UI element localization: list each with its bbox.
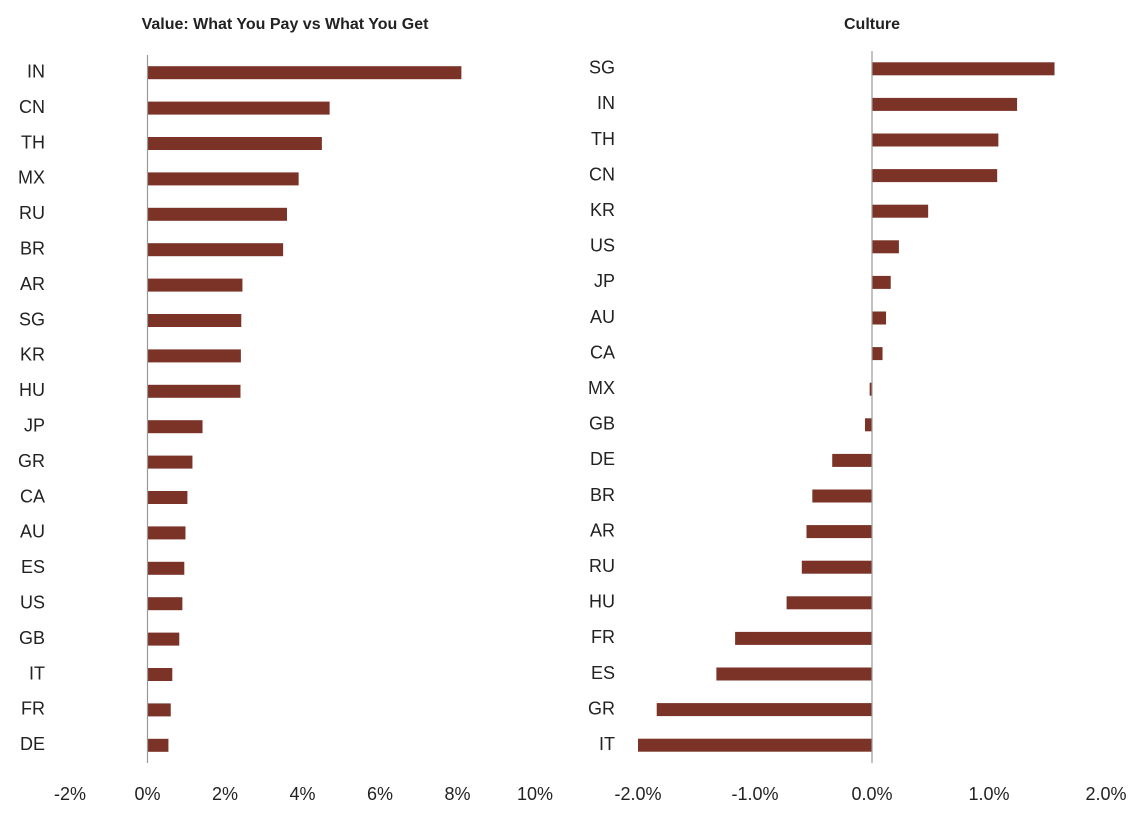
y-tick-label: GR: [588, 698, 615, 718]
y-tick-label: AR: [20, 274, 45, 294]
x-tick-label: -2.0%: [614, 784, 661, 804]
bar: [147, 561, 185, 575]
x-tick-label: 10%: [517, 784, 553, 804]
bar: [147, 491, 188, 504]
y-tick-label: FR: [21, 699, 45, 719]
bar: [147, 455, 193, 469]
y-tick-label: US: [20, 592, 45, 612]
x-tick-label: 2.0%: [1085, 784, 1126, 804]
y-tick-label: DE: [20, 734, 45, 754]
bar: [872, 240, 899, 254]
y-tick-label: US: [590, 236, 615, 256]
bar: [147, 420, 203, 434]
bar: [872, 275, 891, 289]
bar: [147, 703, 171, 717]
bar: [147, 632, 180, 646]
y-tick-label: KR: [590, 200, 615, 220]
bar: [716, 667, 872, 681]
y-tick-label: JP: [24, 415, 45, 435]
bar: [872, 62, 1055, 76]
bar: [864, 418, 872, 432]
y-tick-label: IN: [597, 93, 615, 113]
bar: [147, 526, 186, 540]
bar: [147, 738, 169, 752]
y-tick-label: BR: [590, 485, 615, 505]
y-tick-label: CN: [589, 164, 615, 184]
y-tick-label: ES: [591, 663, 615, 683]
bar: [147, 314, 242, 327]
bar: [812, 489, 872, 503]
bar: [147, 207, 287, 221]
y-tick-label: ES: [21, 557, 45, 577]
bar: [872, 133, 999, 147]
y-tick-label: TH: [591, 129, 615, 149]
bar: [869, 382, 872, 396]
y-tick-label: IN: [27, 61, 45, 81]
y-tick-label: MX: [588, 378, 615, 398]
bar: [147, 384, 241, 398]
y-tick-label: AU: [20, 522, 45, 542]
chart-title: Culture: [844, 16, 900, 33]
bar: [872, 97, 1018, 111]
bar: [735, 631, 872, 645]
chart-title: Value: What You Pay vs What You Get: [142, 16, 430, 33]
bar: [147, 101, 330, 115]
x-tick-label: 0%: [134, 784, 160, 804]
bar: [147, 278, 243, 292]
y-tick-label: HU: [589, 592, 615, 612]
y-tick-label: CA: [590, 342, 615, 362]
y-tick-label: CN: [19, 97, 45, 117]
x-tick-label: 8%: [444, 784, 470, 804]
bar: [832, 453, 872, 467]
bar: [872, 311, 887, 325]
bar: [806, 525, 872, 539]
x-tick-label: -2%: [54, 784, 86, 804]
y-tick-label: SG: [19, 309, 45, 329]
y-tick-label: IT: [29, 663, 45, 683]
bar: [147, 172, 299, 186]
bar: [147, 66, 462, 80]
y-tick-label: RU: [589, 556, 615, 576]
x-tick-label: 6%: [367, 784, 393, 804]
y-tick-label: IT: [599, 734, 615, 754]
bar: [656, 703, 872, 717]
bar: [147, 597, 183, 611]
y-tick-label: CA: [20, 486, 45, 506]
y-tick-label: RU: [19, 203, 45, 223]
y-tick-label: GB: [19, 628, 45, 648]
y-tick-label: TH: [21, 132, 45, 152]
bar: [147, 349, 241, 363]
y-tick-label: JP: [594, 271, 615, 291]
bar: [147, 243, 284, 257]
bar: [147, 137, 322, 150]
bar: [638, 738, 872, 752]
x-tick-label: 0.0%: [851, 784, 892, 804]
x-tick-label: 2%: [212, 784, 238, 804]
y-tick-label: HU: [19, 380, 45, 400]
x-tick-label: 4%: [289, 784, 315, 804]
bar: [872, 169, 998, 183]
y-tick-label: MX: [18, 168, 45, 188]
y-tick-label: AU: [590, 307, 615, 327]
x-tick-label: -1.0%: [731, 784, 778, 804]
y-tick-label: KR: [20, 345, 45, 365]
y-tick-label: FR: [591, 627, 615, 647]
bar: [801, 560, 872, 574]
y-tick-label: DE: [590, 449, 615, 469]
bar: [872, 347, 883, 361]
y-tick-label: SG: [589, 58, 615, 78]
y-tick-label: GR: [18, 451, 45, 471]
y-tick-label: BR: [20, 238, 45, 258]
bar: [786, 596, 872, 610]
x-tick-label: 1.0%: [968, 784, 1009, 804]
bar: [147, 668, 173, 681]
bar: [872, 204, 929, 218]
y-tick-label: GB: [589, 414, 615, 434]
y-tick-label: AR: [590, 520, 615, 540]
